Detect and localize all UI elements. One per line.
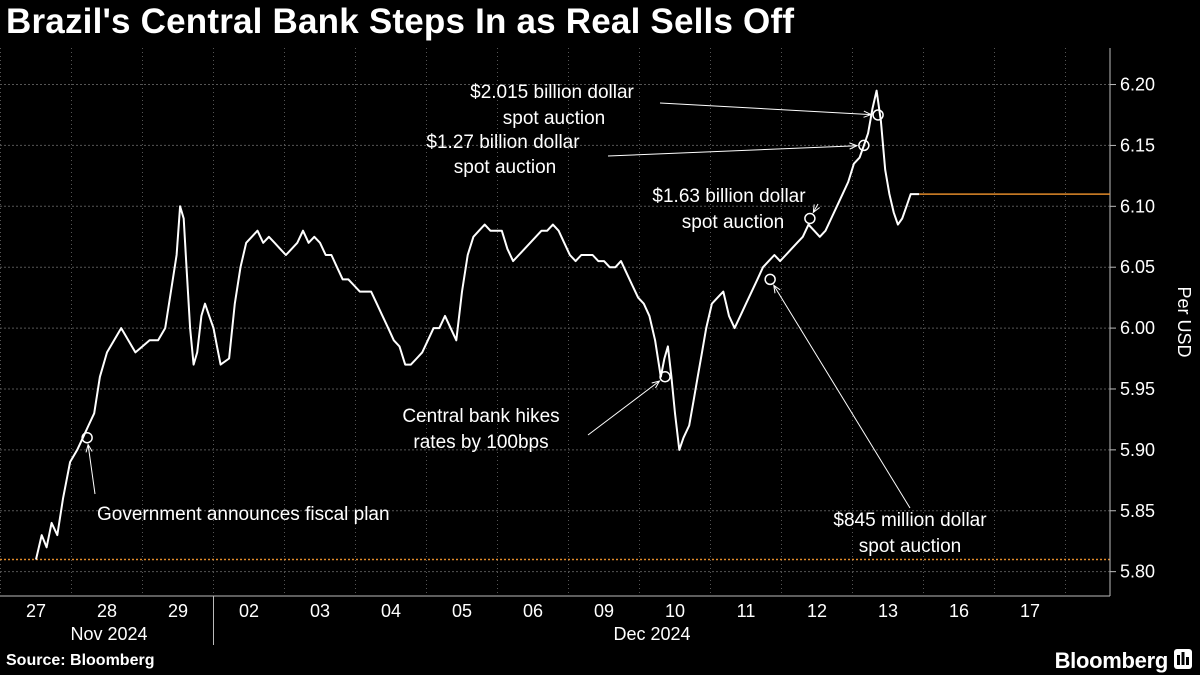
x-tick-label: 13 — [878, 601, 898, 621]
annotation-marker — [858, 139, 870, 152]
annotation-arrow — [659, 102, 872, 116]
annotation-text: Government announces fiscal plan — [97, 504, 390, 525]
annotation-arrow — [812, 203, 819, 213]
annotation-text: rates by 100bps — [413, 432, 548, 453]
y-tick-label: 6.05 — [1120, 257, 1155, 277]
annotation-arrow — [773, 285, 911, 509]
y-tick-label: 5.90 — [1120, 440, 1155, 460]
annotation: Central bank hikes rates by 100bps — [402, 371, 671, 453]
annotation-text: $845 million dollar — [833, 510, 987, 531]
x-tick-label: 12 — [807, 601, 827, 621]
annotation-marker — [872, 109, 884, 121]
annotation: $2.015 billion dollar spot auction — [470, 82, 884, 129]
x-tick-label: 27 — [26, 601, 46, 621]
x-tick-label: 04 — [381, 601, 401, 621]
month-label: Dec 2024 — [613, 624, 690, 644]
x-tick-label: 29 — [168, 601, 188, 621]
annotation-arrow — [587, 380, 660, 436]
annotation-marker — [764, 273, 776, 286]
y-tick-label: 6.20 — [1120, 75, 1155, 95]
x-tick-label: 06 — [523, 601, 543, 621]
annotations: Government announces fiscal plan Central … — [81, 82, 987, 557]
axes: 5.80 5.85 5.90 5.95 6.00 6.05 6.10 6.15 6.20 27 28… — [0, 48, 1194, 645]
annotation-arrow — [607, 145, 857, 157]
bloomberg-terminal-icon — [1174, 649, 1192, 669]
arrowhead-icon — [849, 142, 859, 150]
y-axis-label: Per USD — [1174, 286, 1194, 357]
arrowhead-icon — [863, 110, 873, 118]
x-tick-label: 28 — [97, 601, 117, 621]
y-tick-label: 6.10 — [1120, 196, 1155, 216]
bloomberg-logo: Bloomberg — [1054, 648, 1169, 673]
annotation: Government announces fiscal plan — [81, 431, 390, 525]
x-tick-label: 09 — [594, 601, 614, 621]
annotation-text: spot auction — [454, 157, 556, 178]
source-note: Source: Bloomberg — [6, 652, 155, 669]
series-layer — [35, 89, 1110, 560]
x-tick-label: 17 — [1020, 601, 1040, 621]
x-tick-label: 11 — [737, 601, 756, 621]
x-tick-label: 03 — [310, 601, 330, 621]
annotation-marker — [659, 371, 671, 383]
annotation-marker — [804, 212, 816, 225]
annotation: $1.63 billion dollar spot auction — [652, 186, 820, 233]
annotation-arrow — [87, 444, 96, 495]
y-tick-label: 5.85 — [1120, 501, 1155, 521]
annotation-text: $1.63 billion dollar — [652, 186, 806, 207]
annotation: $1.27 billion dollar spot auction — [426, 132, 870, 178]
arrowhead-icon — [651, 380, 661, 389]
annotation-text: spot auction — [503, 108, 605, 129]
x-tick-label: 05 — [452, 601, 472, 621]
y-tick-label: 6.00 — [1120, 318, 1155, 338]
x-tick-label: 02 — [239, 601, 259, 621]
arrowhead-icon — [85, 443, 93, 453]
annotation-text: Central bank hikes — [402, 406, 559, 427]
annotation: $845 million dollar spot auction — [764, 273, 987, 557]
annotation-text: $2.015 billion dollar — [470, 82, 634, 103]
gridlines — [0, 48, 1110, 596]
y-tick-label: 6.15 — [1120, 135, 1155, 155]
x-tick-label: 10 — [665, 601, 685, 621]
y-tick-label: 5.80 — [1120, 562, 1155, 582]
series-line — [35, 89, 920, 560]
chart-title: Brazil's Central Bank Steps In as Real S… — [6, 2, 795, 41]
month-label: Nov 2024 — [70, 624, 147, 644]
annotation-marker — [81, 431, 93, 444]
x-tick-label: 16 — [949, 601, 969, 621]
annotation-text: $1.27 billion dollar — [426, 132, 580, 153]
annotation-text: spot auction — [859, 536, 961, 557]
annotation-text: spot auction — [682, 212, 784, 233]
y-tick-label: 5.95 — [1120, 379, 1155, 399]
arrowhead-icon — [773, 284, 781, 294]
arrowhead-icon — [812, 204, 820, 214]
